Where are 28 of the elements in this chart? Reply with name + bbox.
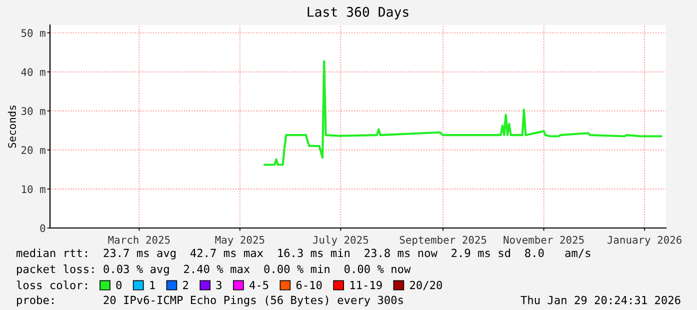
legend-label: 4-5	[250, 280, 268, 290]
legend-label: 6-10	[296, 280, 322, 290]
legend-label: 2	[183, 280, 188, 290]
line-series	[264, 60, 662, 166]
text: packet loss: 0.03 % avg 2.40 % max 0.00 % min 0.00 % now	[17, 264, 411, 276]
legend-label: 20/20	[410, 280, 442, 290]
text: probe: 20 IPv6-ICMP Echo Pings (56 Bytes) every 300s	[17, 296, 403, 306]
y-axis-title: Seconds	[8, 106, 16, 148]
text: median rtt: 23.7 ms avg 42.7 ms max 16.3 ms min 23.8 ms now 2.9 ms sd 8.0 am/s	[16, 248, 590, 260]
x-tick-label: July 2025	[312, 236, 368, 246]
x-tick-label: January 2026	[607, 236, 682, 246]
legend-label: 0	[116, 280, 122, 290]
chart-title: Last 360 Days	[308, 6, 408, 20]
legend-label: 1	[150, 280, 155, 290]
y-tick-label: 30 m	[21, 107, 46, 116]
x-tick-label: September 2025	[400, 236, 486, 246]
y-tick-label: 50 m	[21, 29, 46, 37]
y-tick-label: 10 m	[22, 185, 46, 194]
x-tick-label: November 2025	[504, 236, 584, 244]
y-tick-label: 0	[40, 224, 46, 232]
y-tick-label: 40 m	[21, 68, 46, 76]
legend-title: loss color:	[16, 280, 87, 290]
x-tick-label: March 2025	[108, 236, 170, 244]
y-tick-label: 20 m	[22, 146, 46, 154]
text: Thu Jan 29 20:24:31 2026	[520, 296, 680, 304]
legend-label: 11-19	[350, 280, 382, 290]
x-tick-label: May 2025	[215, 236, 264, 246]
legend-label: 3	[216, 280, 222, 290]
